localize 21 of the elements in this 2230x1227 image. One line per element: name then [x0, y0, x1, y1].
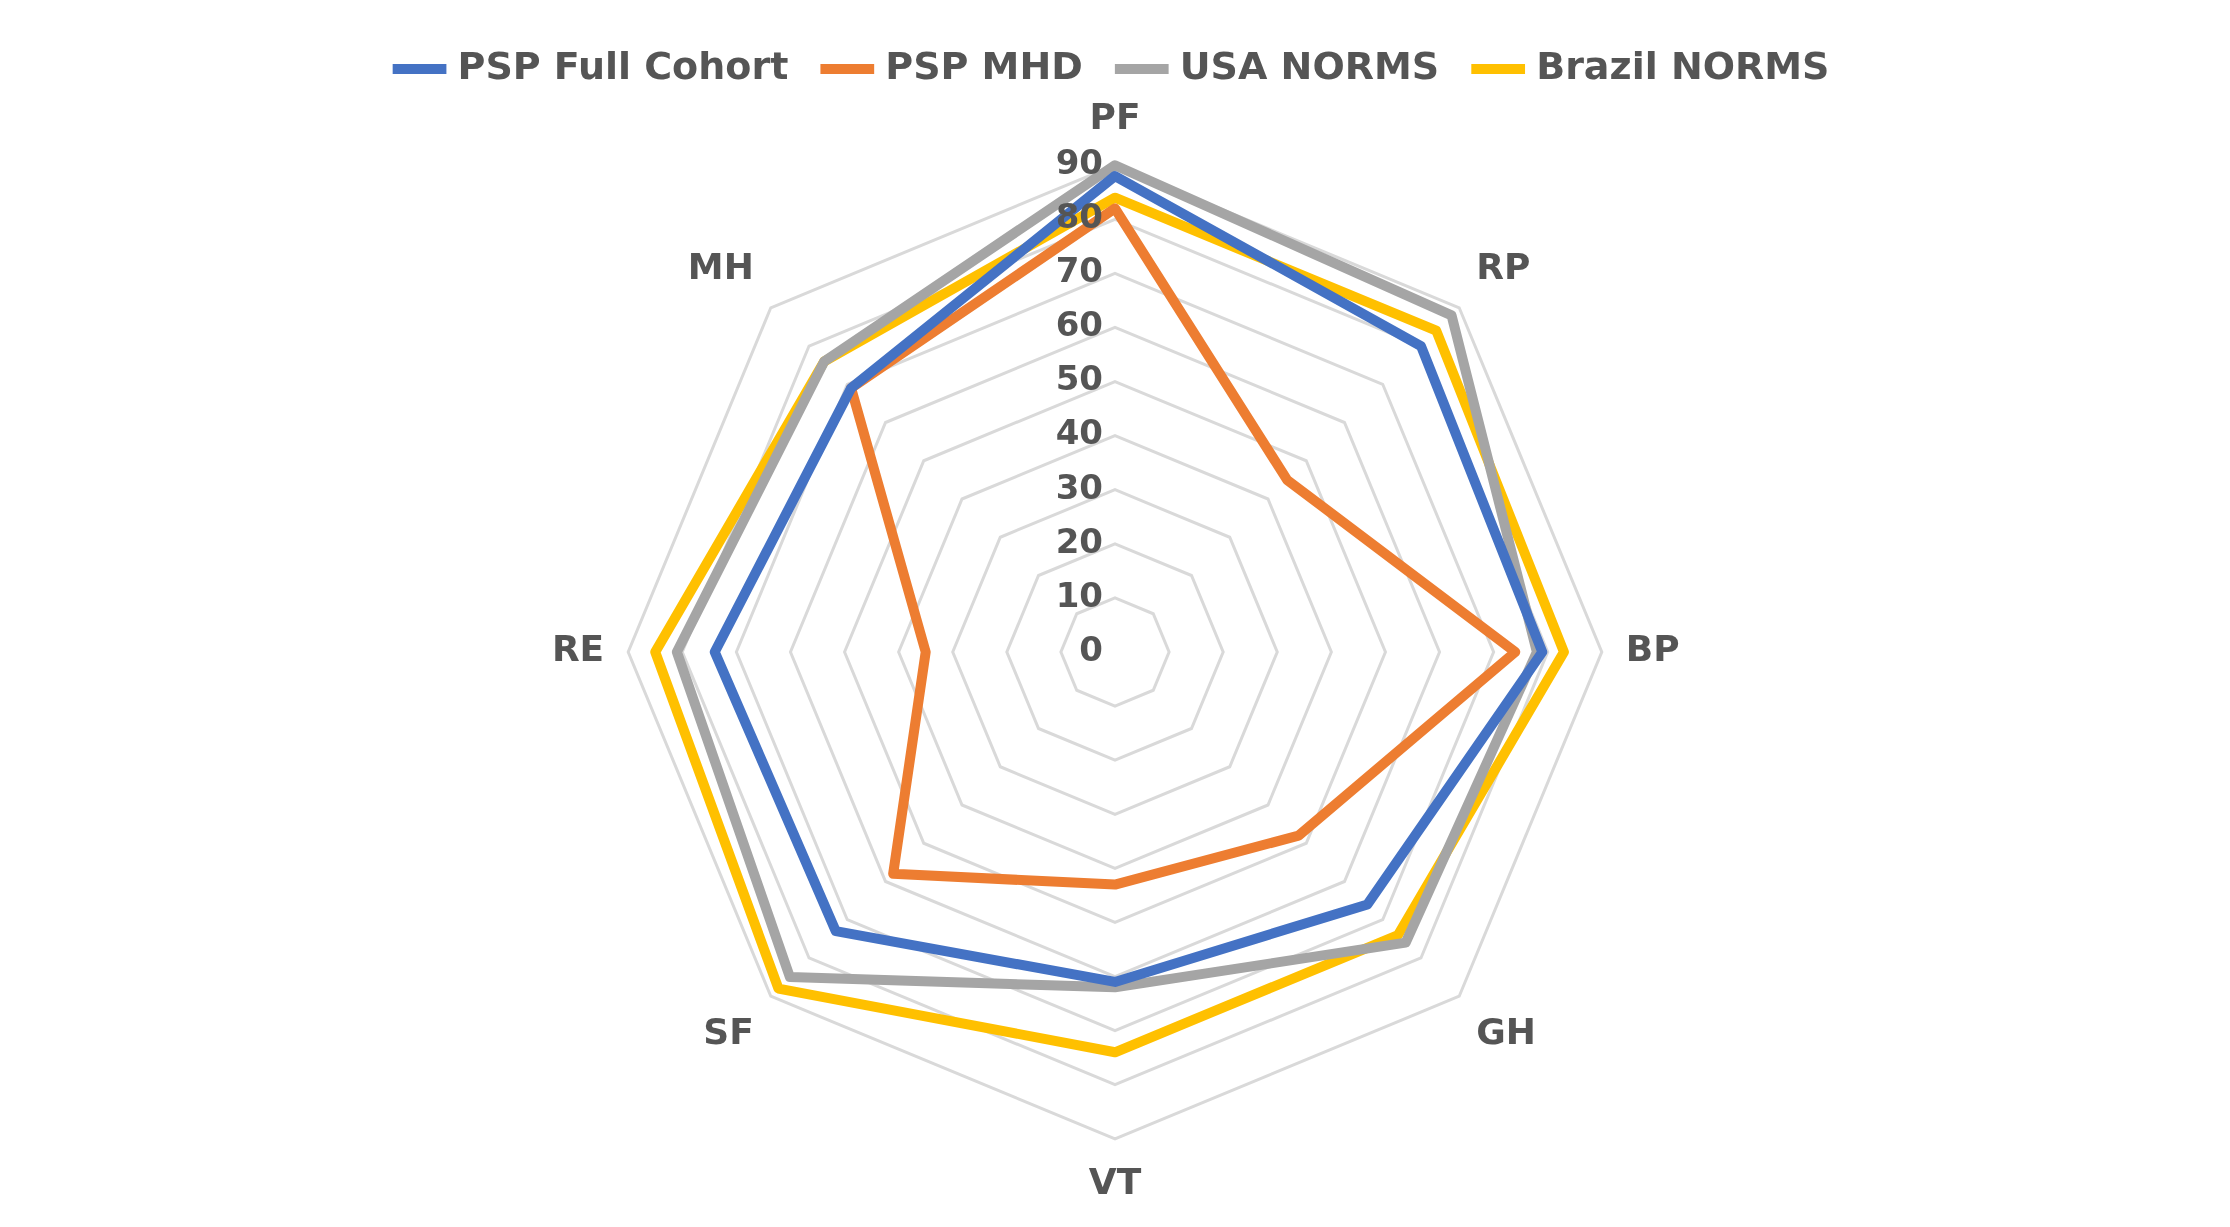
y-tick-label: 20 [1055, 520, 1103, 561]
spoke-label: BP [1625, 628, 1680, 670]
spoke-label: SF [703, 1011, 754, 1053]
legend-label: PSP Full Cohort [457, 43, 789, 88]
y-tick-label: 70 [1055, 250, 1103, 291]
y-tick-label: 50 [1055, 358, 1103, 399]
y-tick-label: 10 [1055, 574, 1103, 615]
y-tick-label: 60 [1055, 304, 1103, 345]
spoke-label: GH [1476, 1011, 1536, 1053]
spoke-label: MH [687, 245, 754, 287]
y-tick-label: 0 [1079, 628, 1103, 669]
spoke-label: RE [551, 628, 605, 670]
legend-label: PSP MHD [885, 43, 1083, 88]
y-tick-label: 90 [1055, 142, 1103, 183]
y-tick-label: 40 [1055, 412, 1103, 453]
legend-label: Brazil NORMS [1536, 43, 1830, 88]
legend-label: USA NORMS [1179, 43, 1440, 88]
y-tick-label: 30 [1055, 466, 1103, 507]
spoke-label: VT [1088, 1160, 1142, 1202]
spoke-label: RP [1476, 245, 1531, 287]
spoke-label: PF [1089, 95, 1141, 137]
